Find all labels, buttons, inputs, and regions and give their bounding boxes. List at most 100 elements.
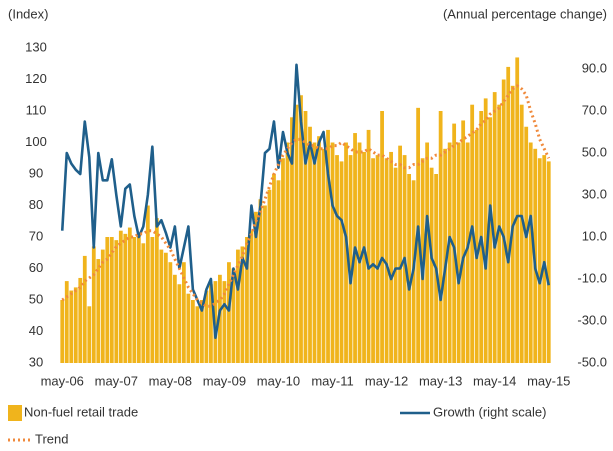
bar [177,284,182,363]
bar [96,259,101,363]
bar [154,218,159,363]
y-tick-label: 40 [29,323,43,338]
bar [145,205,150,363]
bar [452,123,457,363]
bar [519,104,524,363]
y-tick-label: 50 [29,291,43,306]
bar [420,158,425,363]
bar [308,126,312,363]
bar [272,174,276,363]
bar [245,237,249,363]
bar [240,246,245,363]
y2-axis-title: (Annual percentage change) [443,6,607,21]
x-tick-label: may-06 [41,373,84,388]
bar [483,98,488,364]
bar [190,300,195,363]
legend-label: Growth (right scale) [433,404,546,419]
y2-tick-label: -10.0 [577,270,607,285]
bar [82,255,87,363]
bar [181,262,186,363]
bar [474,129,479,363]
y2-tick-label: -30.0 [577,312,607,327]
bar [528,142,533,363]
bar [348,155,353,363]
bar [357,142,362,363]
bar [294,104,299,363]
bar [488,117,493,363]
bar [267,189,272,363]
x-tick-label: may-11 [311,373,353,388]
bar [263,205,267,363]
bar [389,151,393,363]
bar [375,155,380,363]
bar [497,104,502,363]
bar [281,158,285,363]
bar [64,281,69,363]
bar [200,300,204,363]
bar [73,287,78,363]
x-tick-label: may-08 [149,373,192,388]
bar [425,142,430,363]
y-tick-label: 60 [29,260,43,275]
x-tick-label: may-14 [473,373,516,388]
bar [105,237,110,363]
bar [132,237,137,363]
bar [141,243,146,363]
bar [60,300,65,363]
legend-label: Trend [35,431,68,446]
x-tick-label: may-10 [257,373,300,388]
bar [380,111,384,363]
bar [204,290,209,363]
legend-swatch [8,405,22,421]
bar [236,249,240,363]
y2-tick-label: 30.0 [582,186,607,201]
bar [222,281,227,363]
y2-tick-label: 50.0 [582,144,607,159]
bar [285,142,290,363]
bar [136,233,141,363]
bar [312,142,317,363]
bar [506,66,511,364]
bar [123,233,128,363]
bar [456,142,461,363]
bar [87,306,92,363]
bar [542,155,547,363]
bar [398,145,402,363]
bar [384,158,389,363]
bar [447,142,452,363]
bar [218,274,222,363]
y-tick-label: 80 [29,197,43,212]
bar [78,277,83,363]
y-tick-label: 70 [29,228,43,243]
bar [127,227,132,363]
x-tick-label: may-07 [95,373,138,388]
bar [330,142,335,363]
y2-tick-label: -50.0 [577,354,607,369]
bar [109,237,114,363]
bar [546,161,551,363]
bar [118,230,123,363]
bar [69,290,74,363]
bar [492,92,497,363]
x-tick-label: may-15 [527,373,570,388]
y-tick-label: 120 [25,71,47,86]
y-axis-title: (Index) [8,6,48,21]
bar [172,274,177,363]
bar [303,111,308,363]
bar [393,167,398,363]
bar [209,284,213,363]
bar [168,262,173,363]
bar [276,180,281,363]
bar [227,262,231,363]
bar [371,158,375,363]
bar [290,117,294,363]
x-tick-label: may-09 [203,373,246,388]
bar [443,148,448,363]
bar [299,95,303,363]
bar [515,57,520,363]
bar [429,167,434,363]
bar [537,158,542,363]
y2-tick-label: 90.0 [582,60,607,75]
bar [366,129,371,363]
